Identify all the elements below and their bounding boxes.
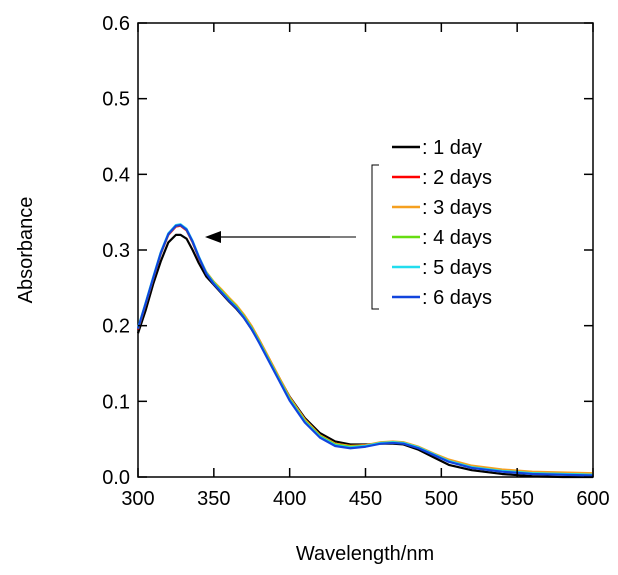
- x-tick-label: 400: [273, 488, 306, 510]
- y-tick-label: 0.2: [102, 316, 130, 338]
- y-tick-label: 0.5: [102, 89, 130, 111]
- legend-label-1: : 1 day: [422, 137, 482, 159]
- y-tick-label: 0.1: [102, 391, 130, 413]
- plot-border: [137, 22, 594, 478]
- ticks-layer: [137, 22, 594, 478]
- x-tick-label: 500: [425, 488, 458, 510]
- y-axis-title: Absorbance: [15, 197, 37, 304]
- series-line-4: [136, 223, 594, 476]
- annotation-layer: [205, 164, 379, 310]
- legend: : 1 day : 2 days : 3 days : 4 days : 5 days:…: [392, 137, 492, 309]
- legend-bracket: [371, 164, 379, 310]
- x-axis-title: Wavelength/nm: [296, 543, 434, 565]
- y-tick-label: 0.0: [102, 467, 130, 489]
- legend-label-4: : 4 days: [422, 227, 492, 249]
- plot-frame: [137, 22, 594, 478]
- y-tick-label: 0.4: [102, 164, 130, 186]
- x-tick-label: 300: [121, 488, 154, 510]
- legend-label-5: : 5 days: [422, 257, 492, 279]
- legend-label-2: : 2 days: [422, 167, 492, 189]
- y-tick-label: 0.3: [102, 240, 130, 262]
- arrow-head: [205, 231, 221, 243]
- legend-label-6: : 6 days: [422, 287, 492, 309]
- legend-label-3: : 3 days: [422, 197, 492, 219]
- x-tick-label: 450: [349, 488, 382, 510]
- tick-labels-layer: 300 350 400 450 500 550 600 0.0 0.1 0.2 0.3 0.4 0.5 0…: [102, 13, 610, 510]
- series-line-3: [136, 223, 594, 475]
- x-tick-label: 550: [500, 488, 533, 510]
- y-tick-label: 0.6: [102, 13, 130, 35]
- series-layer: [136, 223, 594, 479]
- series-line-2: [136, 224, 594, 476]
- series-line-6: [136, 223, 594, 477]
- x-tick-label: 350: [197, 488, 230, 510]
- x-tick-label: 600: [576, 488, 609, 510]
- series-line-5: [136, 223, 594, 476]
